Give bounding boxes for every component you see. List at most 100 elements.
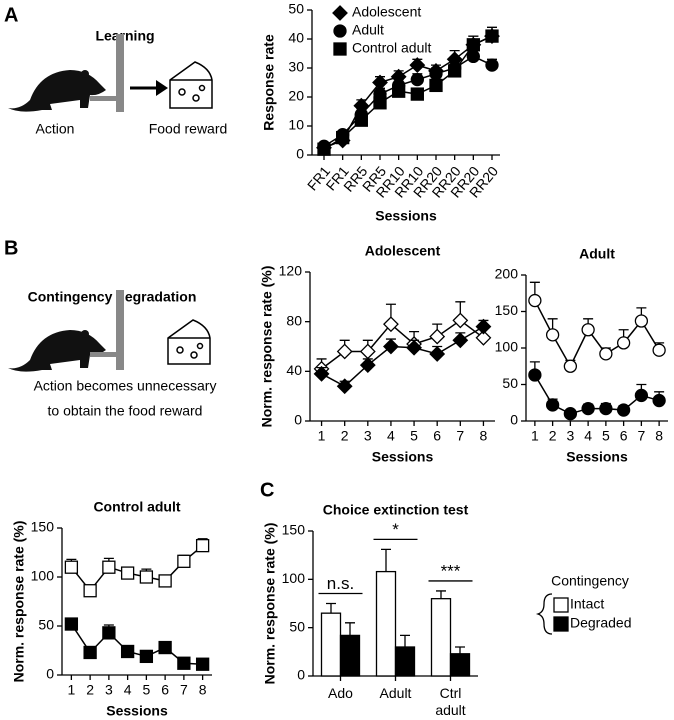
y-tick-label: 120 [279,263,303,279]
x-axis-label: Sessions [372,449,434,465]
arrow-head [156,80,168,96]
series-line [323,35,493,150]
lever [116,290,124,370]
marker [634,314,649,328]
marker [383,316,399,333]
x-tick-label: 3 [364,428,372,444]
marker [177,554,191,568]
y-tick-label: 0 [296,146,304,162]
marker [528,368,542,382]
x-axis-label: Sessions [375,208,437,224]
bar [430,598,452,677]
y-tick-label: 150 [495,302,519,318]
marker [485,29,499,43]
x-tick-label: 1 [531,428,539,444]
marker [333,24,347,38]
marker [466,38,480,52]
bar [449,653,471,677]
y-tick-label: 40 [288,30,304,46]
x-tick-label: 7 [637,428,645,444]
marker [545,398,560,412]
error-bar [326,602,336,614]
chart-title: Adult [579,246,615,262]
marker [475,318,492,335]
marker [373,96,387,110]
marker [616,336,631,350]
legend-label: Adult [352,22,384,38]
marker [359,357,376,374]
series-line [323,35,493,149]
y-tick-label: 50 [502,375,518,391]
rat [8,70,106,112]
marker [102,560,116,574]
y-tick-label: 150 [282,522,306,538]
significance-label: * [392,520,399,539]
x-tick-label: 7 [180,682,188,698]
x-tick-label: 1 [318,428,326,444]
error-bar [345,622,355,636]
y-tick-label: 100 [282,570,306,586]
y-tick-label: 30 [288,59,304,75]
marker [139,649,154,664]
y-tick-label: 50 [38,617,54,633]
cheese [167,319,211,365]
marker [64,560,79,574]
x-tick-label: Adult [379,685,412,701]
x-tick-label: Ado [328,685,353,701]
x-axis-label: Sessions [566,449,628,465]
legend-label: Control adult [352,40,431,56]
y-tick-label: 0 [297,667,305,683]
bar [339,634,361,677]
y-axis-label: Norm. response rate (%) [11,521,27,683]
marker [452,332,469,349]
marker [336,378,353,395]
x-tick-label: 5 [410,428,418,444]
rat [8,330,106,372]
y-axis-label: Norm. response rate (%) [259,266,275,428]
marker [448,64,462,78]
x-tick-label: 1 [67,682,75,698]
marker [410,72,424,87]
chart-title: Adolescent [365,243,441,259]
marker [139,570,154,584]
x-tick-label: 8 [655,428,663,444]
x-tick-label: 8 [199,682,207,698]
y-tick-label: 10 [288,117,304,133]
marker [485,58,499,72]
marker [120,644,135,659]
marker [652,343,666,357]
diagram-caption: Action becomes unnecessary [34,378,217,394]
y-tick-label: 100 [495,339,519,355]
error-bar [381,548,391,572]
marker [195,538,210,553]
series-line [70,545,204,592]
error-bar [436,590,446,599]
x-tick-label: 2 [86,682,94,698]
marker [177,656,191,670]
marker [599,401,613,416]
error-bar [455,646,465,654]
marker [383,338,399,355]
marker [313,365,330,382]
x-tick-label: 4 [584,428,592,444]
y-axis-label: Response rate [261,34,277,131]
y-tick-label: 80 [286,312,302,328]
marker [195,657,210,671]
y-tick-label: 50 [289,618,305,634]
marker [332,5,348,21]
y-tick-label: 0 [510,412,518,428]
x-tick-label: 2 [549,428,557,444]
y-tick-label: 50 [288,1,304,17]
marker [410,87,424,101]
lever [116,34,124,112]
bar [375,570,397,677]
bar [320,612,342,677]
marker [528,293,542,308]
x-tick-label: 3 [105,682,113,698]
marker [429,78,443,93]
series-line [323,55,493,147]
marker [409,57,426,74]
diagram-label: Action [36,121,75,137]
